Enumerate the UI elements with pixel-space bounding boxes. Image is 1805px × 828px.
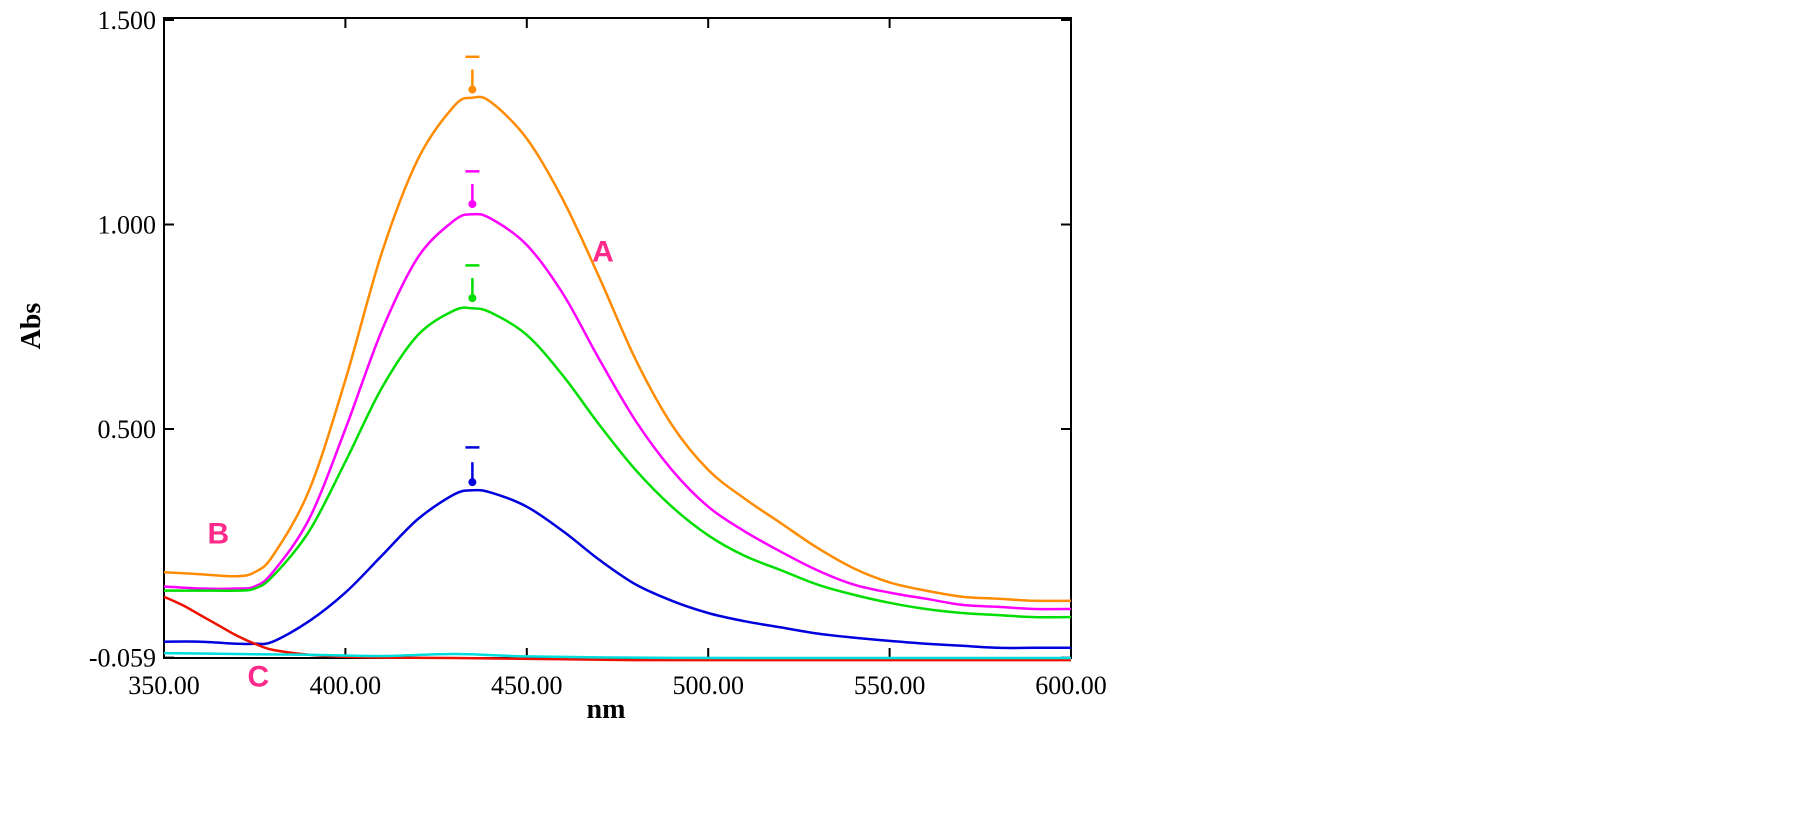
peak-marker-point bbox=[468, 200, 477, 209]
y-axis-title: Abs bbox=[16, 303, 47, 350]
x-tick-label: 550.00 bbox=[854, 671, 926, 700]
series-line-0 bbox=[163, 95, 1072, 603]
x-axis-title: nm bbox=[587, 694, 626, 725]
y-tick-label: 1.500 bbox=[98, 6, 157, 35]
series-line-3 bbox=[163, 488, 1071, 650]
series-layer bbox=[163, 55, 1072, 662]
y-tick-label: 0.500 bbox=[98, 415, 157, 444]
series-line-2 bbox=[164, 306, 1072, 619]
series-line-5 bbox=[163, 651, 1071, 660]
x-axis-ticks: 350.00 400.00 450.00 500.00 550.00 600.00 bbox=[128, 18, 1107, 700]
x-tick-label: 450.00 bbox=[491, 671, 563, 700]
series-line-1 bbox=[163, 212, 1072, 611]
annotation-layer: A B C bbox=[208, 235, 614, 693]
plot-frame bbox=[163, 17, 1072, 659]
annotation-c: C bbox=[247, 661, 269, 694]
y-axis-ticks: -0.059 0.500 1.000 1.500 bbox=[89, 6, 1071, 673]
annotation-a: A bbox=[592, 235, 614, 268]
peak-marker-point bbox=[468, 478, 477, 487]
y-tick-label: -0.059 bbox=[89, 644, 156, 673]
peak-marker-point bbox=[468, 85, 477, 94]
x-tick-label: 350.00 bbox=[128, 671, 200, 700]
x-tick-label: 500.00 bbox=[672, 671, 744, 700]
peak-marker-point bbox=[468, 294, 477, 303]
x-tick-label: 600.00 bbox=[1035, 671, 1107, 700]
x-tick-label: 400.00 bbox=[310, 671, 382, 700]
annotation-b: B bbox=[208, 518, 230, 551]
series-line-4 bbox=[163, 595, 1071, 662]
y-tick-label: 1.000 bbox=[98, 211, 157, 240]
